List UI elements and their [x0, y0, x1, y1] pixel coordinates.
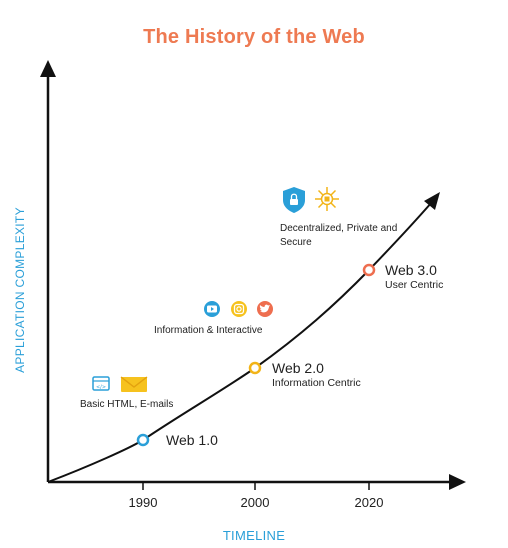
feature-text-web1: Basic HTML, E-mails	[80, 399, 174, 410]
x-axis-label: TIMELINE	[222, 528, 286, 543]
milestone-marker-web1	[136, 433, 150, 447]
html-icon: </>	[92, 376, 110, 391]
feature-text-web3: Decentralized, Private and Secure	[280, 223, 398, 248]
email-icon	[120, 376, 148, 392]
milestone-subtitle-web2: Information Centric	[272, 377, 361, 389]
instagram-icon	[231, 301, 247, 317]
milestone-label-web1: Web 1.0	[166, 432, 218, 448]
tick-label-2000: 2000	[240, 495, 270, 510]
growth-curve-arrow	[424, 192, 440, 210]
y-axis-label: APPLICATION COMPLEXITY	[13, 207, 27, 373]
milestone-subtitle-web3: User Centric	[385, 279, 444, 291]
milestone-label-web3: Web 3.0	[385, 262, 437, 278]
network-icon	[315, 187, 339, 211]
y-axis-arrow	[40, 60, 56, 77]
milestone-label-web2: Web 2.0	[272, 360, 324, 376]
page-title: The History of the Web	[143, 26, 365, 48]
shield-lock-icon	[283, 187, 305, 213]
twitter-icon	[257, 301, 273, 317]
milestone-marker-web2	[248, 361, 262, 375]
tick-label-1990: 1990	[128, 495, 158, 510]
svg-text:</>: </>	[96, 385, 106, 391]
feature-text-web2: Information & Interactive	[154, 325, 263, 336]
youtube-icon	[204, 301, 220, 317]
x-axis-arrow	[449, 474, 466, 490]
tick-label-2020: 2020	[354, 495, 384, 510]
milestone-marker-web3	[362, 263, 376, 277]
